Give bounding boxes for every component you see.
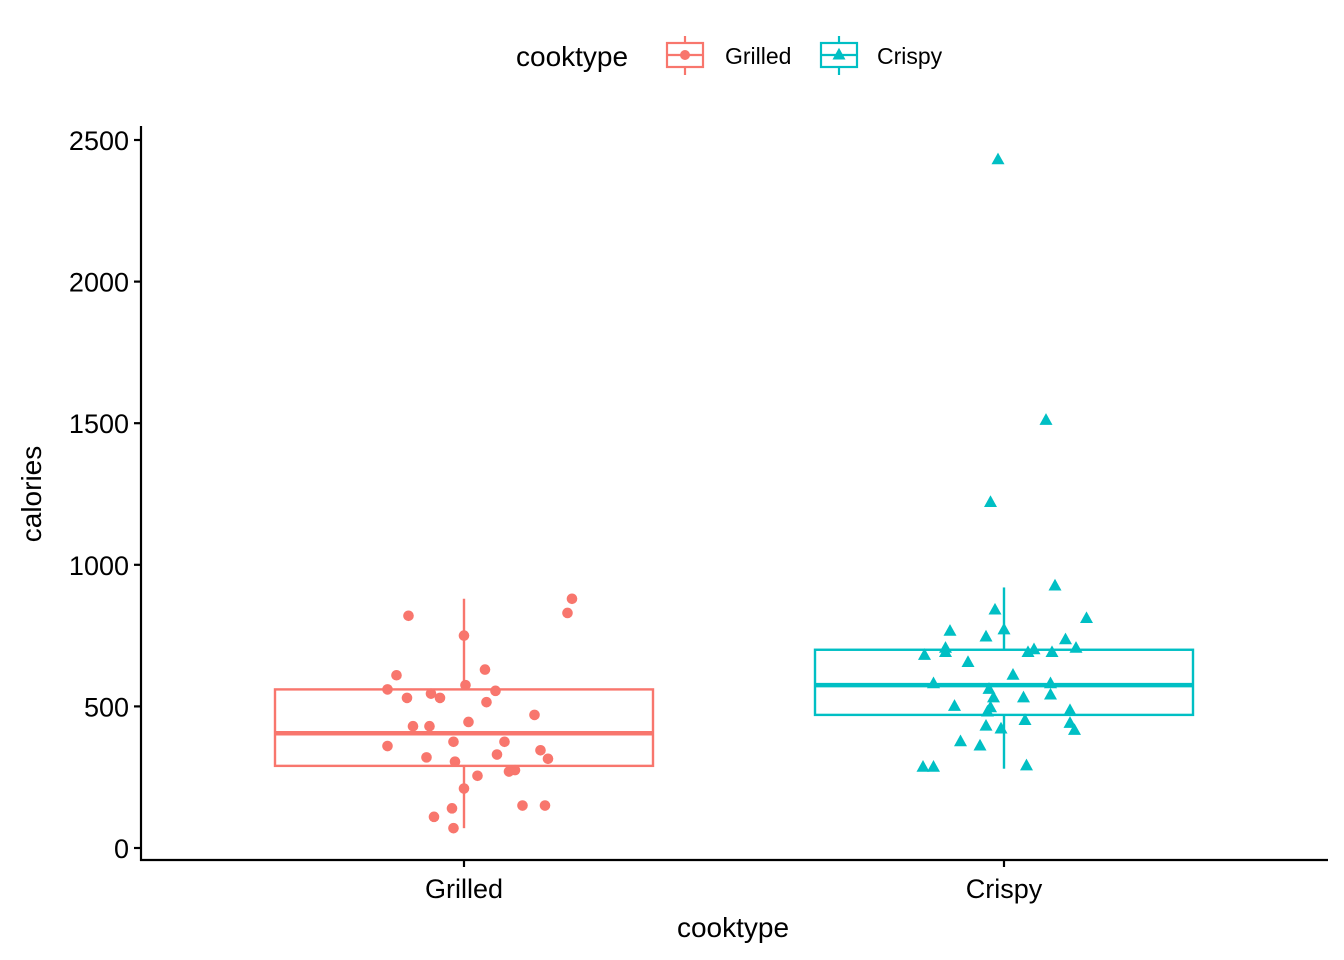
y-axis-title: calories [16, 446, 47, 542]
data-point [991, 152, 1005, 165]
box-iqr [273, 688, 655, 768]
y-tick-label: 2500 [69, 126, 129, 156]
data-point [428, 811, 440, 823]
data-point [421, 752, 432, 763]
data-point [916, 760, 930, 772]
y-tick-label: 1000 [69, 551, 129, 581]
data-point [562, 607, 573, 619]
data-point [994, 721, 1008, 734]
data-point [479, 664, 491, 675]
data-point [490, 685, 501, 697]
legend-key [819, 36, 859, 75]
legend-key [665, 36, 705, 75]
data-point [1021, 645, 1035, 658]
data-point [460, 679, 471, 691]
data-point [1020, 758, 1033, 771]
legend-label: Crispy [877, 43, 943, 69]
axes: 0 500 1000 1500 2000 2500 Grilled Crispy [69, 126, 1328, 904]
data-point [491, 749, 503, 760]
data-point [927, 676, 940, 689]
data-point [1018, 713, 1032, 726]
data-point [1063, 703, 1077, 716]
data-point [449, 756, 461, 767]
data-point [499, 736, 510, 748]
data-point [1080, 611, 1093, 624]
data-point [988, 602, 1002, 615]
data-point [973, 738, 987, 751]
data-point [391, 669, 402, 681]
legend-label: Grilled [725, 43, 791, 69]
data-point [407, 720, 419, 732]
data-point [1006, 667, 1020, 680]
data-point [997, 622, 1011, 635]
data-point [987, 690, 1000, 703]
data-point [448, 736, 459, 748]
series-grilled [273, 593, 655, 834]
data-point [517, 800, 528, 811]
data-point [1048, 578, 1062, 591]
data-point [1039, 413, 1053, 425]
data-point [979, 718, 993, 731]
data-point [446, 803, 458, 814]
legend-item-grilled: Grilled [665, 36, 791, 75]
data-point [463, 716, 474, 728]
data-point [1059, 632, 1072, 645]
data-point [529, 709, 540, 721]
x-tick-label: Grilled [425, 874, 503, 904]
data-point [424, 720, 435, 732]
data-point [535, 744, 546, 756]
data-point [1044, 676, 1057, 689]
data-point [979, 629, 993, 642]
data-point [542, 753, 554, 765]
legend-title: cooktype [516, 41, 628, 72]
data-point [503, 766, 515, 777]
data-point [939, 645, 952, 658]
series-crispy [813, 152, 1195, 772]
data-point [927, 760, 940, 772]
y-tick-label: 1500 [69, 409, 129, 439]
data-point [1069, 641, 1083, 653]
data-point [403, 610, 414, 622]
data-point [981, 704, 994, 717]
y-tick-label: 2000 [69, 268, 129, 298]
data-point [1044, 687, 1057, 700]
data-point [458, 630, 470, 641]
data-point [961, 655, 975, 667]
data-point [566, 593, 578, 605]
data-point [954, 734, 967, 747]
data-point [448, 822, 459, 834]
data-point [943, 624, 957, 636]
y-tick-label: 0 [114, 834, 129, 864]
data-point [382, 684, 393, 695]
data-point [984, 495, 997, 507]
data-point [401, 692, 413, 704]
y-tick-label: 500 [84, 692, 129, 722]
x-tick-label: Crispy [966, 874, 1043, 904]
legend: cooktype Grilled Crispy [516, 36, 943, 75]
data-point [1017, 690, 1030, 703]
data-point [382, 740, 393, 752]
legend-item-crispy: Crispy [819, 36, 943, 75]
data-point [918, 648, 931, 660]
box-iqr [813, 648, 1195, 717]
data-point [458, 783, 470, 794]
data-point [1045, 645, 1059, 658]
data-point [481, 696, 492, 708]
data-point [539, 800, 551, 811]
data-point [425, 688, 437, 699]
x-axis-title: cooktype [677, 912, 789, 943]
data-point [948, 699, 961, 711]
data-point [1068, 723, 1081, 735]
data-point [434, 692, 446, 704]
data-point [472, 770, 483, 782]
data-point [1063, 716, 1077, 728]
data-point [982, 682, 996, 694]
